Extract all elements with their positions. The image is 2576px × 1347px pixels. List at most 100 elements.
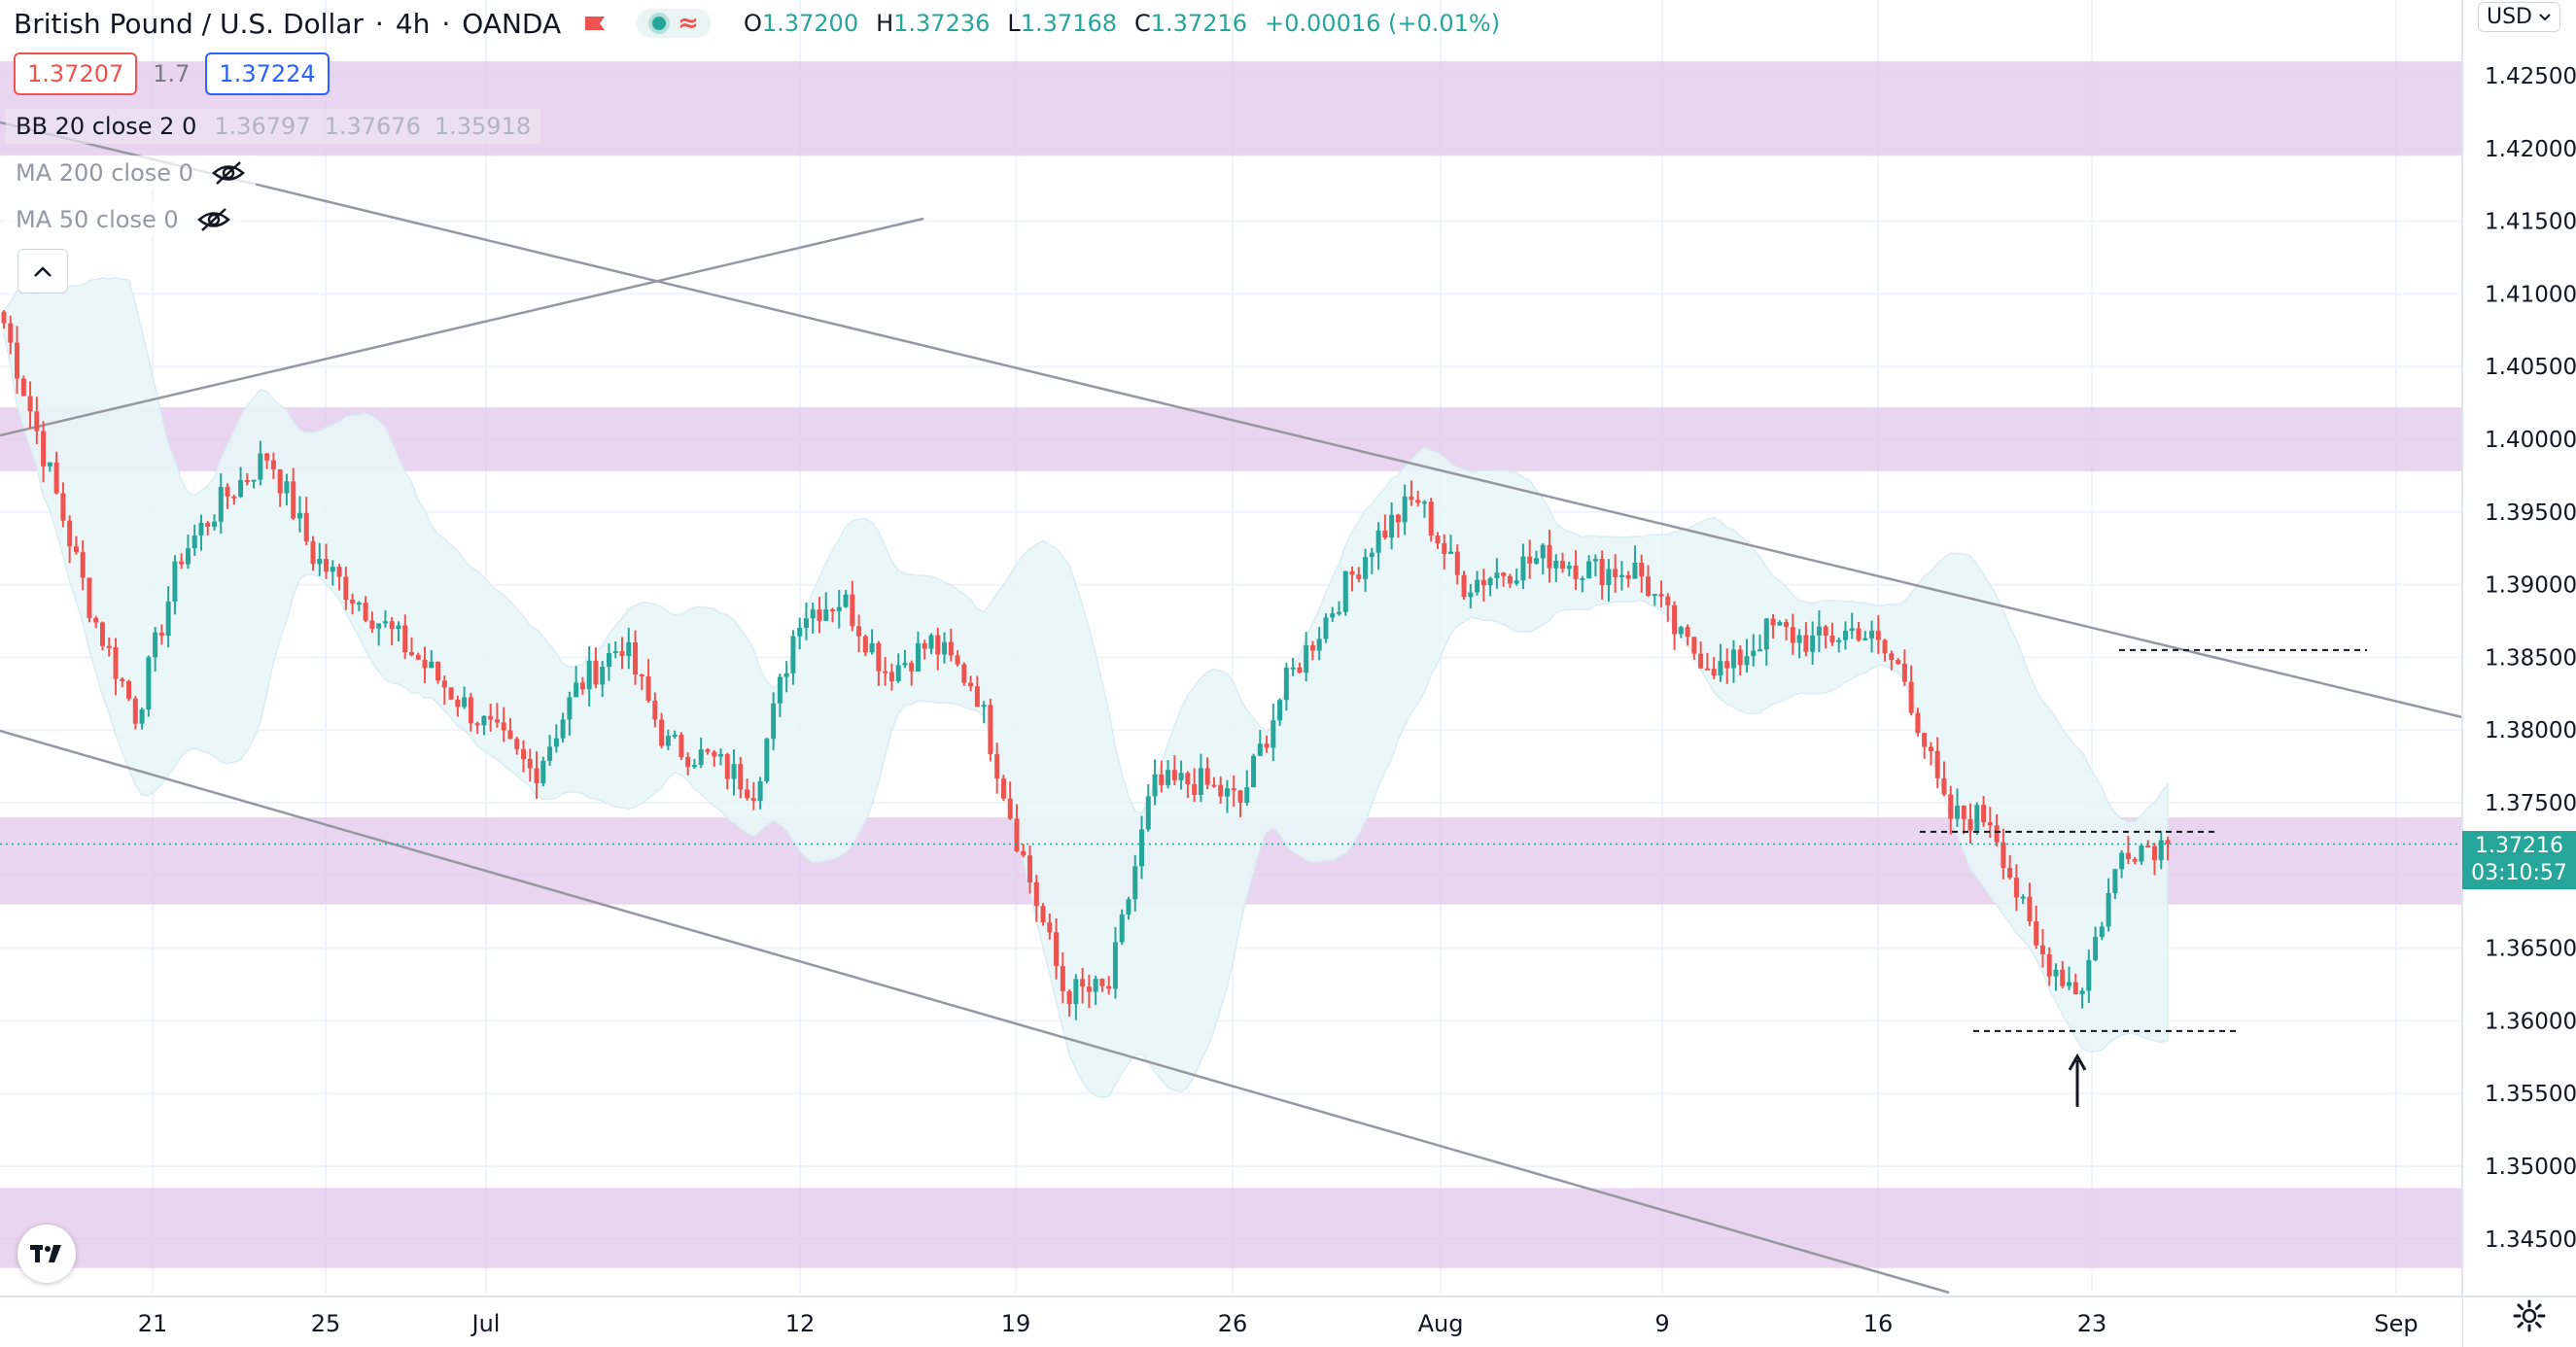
candle-body <box>270 460 276 470</box>
tradingview-logo[interactable] <box>17 1225 76 1283</box>
candle-body <box>336 567 342 577</box>
candle-body <box>955 655 960 665</box>
candlestick-series[interactable] <box>1 310 2171 1020</box>
candle-body <box>1166 770 1171 785</box>
candle-body <box>1475 579 1480 593</box>
candle-body <box>1704 668 1710 671</box>
sell-button[interactable]: 1.37207 <box>14 52 138 95</box>
candle-body <box>80 552 86 578</box>
symbol-title[interactable]: British Pound / U.S. Dollar <box>14 7 364 40</box>
candle-body <box>600 667 606 685</box>
candle-body <box>922 642 927 649</box>
candle-body <box>652 700 658 720</box>
candle-body <box>1810 635 1816 652</box>
candle-body <box>942 641 948 655</box>
eye-hidden-icon[interactable] <box>196 207 231 232</box>
candle-body <box>1454 551 1460 575</box>
candle-body <box>106 645 112 648</box>
candle-body <box>738 764 744 790</box>
time-tick-label: 9 <box>1654 1310 1669 1337</box>
candle-body <box>231 496 237 499</box>
price-tick-label: 1.36500 <box>2485 937 2576 962</box>
candle-body <box>672 734 678 737</box>
candle-body <box>1389 514 1395 538</box>
zone-rect[interactable] <box>0 407 2462 471</box>
candle-body <box>415 654 421 660</box>
candle-body <box>1829 636 1835 642</box>
time-axis[interactable]: 21 25 Jul 12 19 26 Aug 9 16 23 Sep <box>0 1295 2576 1347</box>
candle-body <box>574 682 579 698</box>
candle-body <box>783 673 789 677</box>
close-label: C <box>1134 10 1151 37</box>
trend-lines[interactable] <box>0 121 2463 1295</box>
last-price-tag[interactable]: 1.37216 03:10:57 <box>2462 831 2576 889</box>
candle-body <box>1691 637 1697 654</box>
candle-body <box>909 663 915 672</box>
candle-body <box>1527 556 1533 564</box>
indicator-bb-label[interactable]: BB 20 close 2 0 <box>16 113 197 140</box>
trend-line[interactable] <box>0 217 924 437</box>
price-tick-label: 1.38000 <box>2485 718 2576 743</box>
candle-body <box>593 660 599 685</box>
candle-body <box>1251 755 1257 788</box>
candle-body <box>883 671 888 674</box>
exchange-label[interactable]: OANDA <box>462 7 562 40</box>
candle-body <box>1349 570 1355 575</box>
candle-body <box>540 760 546 784</box>
dot-separator: · <box>441 7 451 40</box>
bb-lower-value: 1.35918 <box>434 113 532 140</box>
annotations[interactable] <box>0 648 2462 1107</box>
indicator-ma200[interactable]: MA 200 close 0 <box>6 155 256 190</box>
candle-body <box>343 576 349 601</box>
currency-button[interactable]: USD <box>2477 2 2560 32</box>
gear-icon[interactable] <box>2512 1298 2547 1333</box>
candle-body <box>2034 921 2039 946</box>
collapse-legend-button[interactable] <box>17 249 68 294</box>
buy-button[interactable]: 1.37224 <box>205 52 330 95</box>
candle-body <box>1244 787 1250 803</box>
candle-body <box>1823 626 1828 637</box>
eye-hidden-icon[interactable] <box>211 160 246 186</box>
price-tick-label: 1.36000 <box>2485 1009 2576 1034</box>
candle-body <box>1770 618 1776 626</box>
candle-body <box>1 311 7 324</box>
supply-demand-zones[interactable] <box>0 61 2462 1268</box>
candle-body <box>1941 777 1947 795</box>
candle-body <box>146 657 152 710</box>
trend-line[interactable] <box>0 729 1950 1295</box>
bb-upper-value: 1.37676 <box>324 113 421 140</box>
zone-rect[interactable] <box>0 1188 2462 1268</box>
candle-body <box>507 730 513 740</box>
interval-label[interactable]: 4h <box>395 7 431 40</box>
candle-body <box>2099 926 2105 938</box>
candle-body <box>1514 580 1519 584</box>
candle-body <box>258 453 263 480</box>
candle-body <box>1323 617 1329 639</box>
candle-body <box>1415 500 1421 503</box>
indicator-ma200-label[interactable]: MA 200 close 0 <box>16 159 193 187</box>
candle-body <box>1777 622 1783 626</box>
candle-body <box>2079 990 2085 994</box>
indicator-bb[interactable]: BB 20 close 2 0 1.36797 1.37676 1.35918 <box>6 109 541 144</box>
trend-line[interactable] <box>0 121 2463 719</box>
time-tick-label: 23 <box>2077 1310 2107 1337</box>
candle-body <box>1928 746 1933 751</box>
indicator-ma50-label[interactable]: MA 50 close 0 <box>16 206 179 233</box>
candle-body <box>1290 667 1296 670</box>
candle-body <box>1435 535 1441 543</box>
flag-icon[interactable] <box>582 15 608 32</box>
candle-body <box>1836 639 1842 642</box>
price-tick-label: 1.34500 <box>2485 1227 2576 1253</box>
market-status-pill[interactable]: ≈ <box>637 9 711 38</box>
candle-body <box>1981 805 1987 823</box>
bar-countdown: 03:10:57 <box>2471 861 2567 885</box>
price-axis[interactable]: 1.345001.350001.355001.360001.365001.370… <box>2461 0 2576 1347</box>
indicator-ma50[interactable]: MA 50 close 0 <box>6 202 241 237</box>
candle-body <box>225 486 230 497</box>
candle-body <box>1751 650 1757 657</box>
candle-body <box>895 665 901 682</box>
candle-body <box>1501 572 1507 576</box>
candle-body <box>27 396 33 412</box>
candle-body <box>1718 661 1723 676</box>
